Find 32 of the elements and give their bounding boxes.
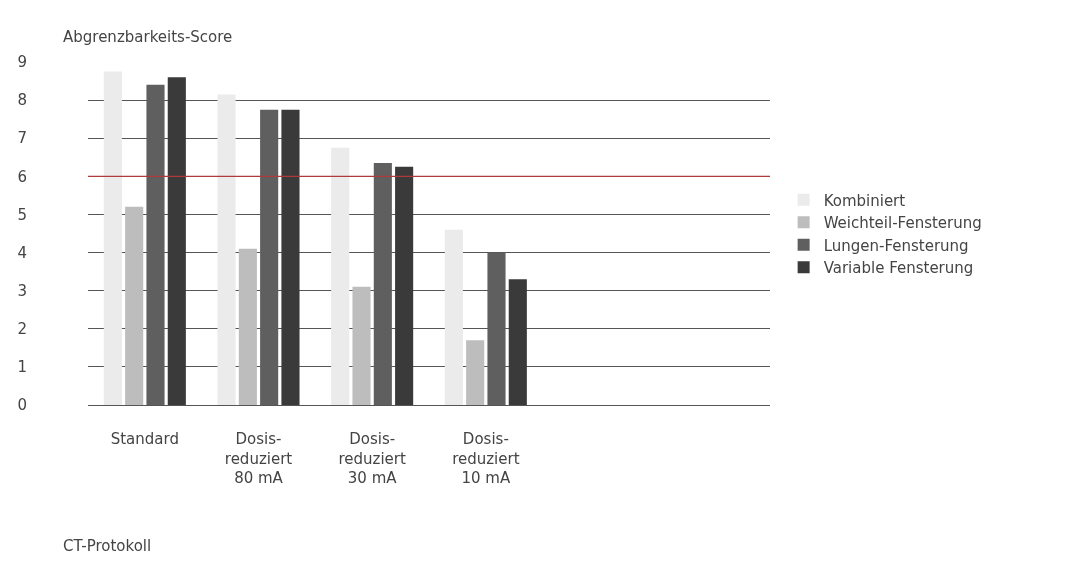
y-tick-label: 2 — [17, 320, 27, 339]
legend-label: Weichteil-Fensterung — [823, 214, 982, 233]
y-tick-label: 4 — [17, 243, 27, 262]
y-tick-label: 0 — [17, 396, 27, 415]
bar — [331, 147, 350, 405]
y-tick-label: 5 — [17, 205, 27, 224]
bar — [508, 279, 527, 405]
bar — [125, 206, 144, 405]
bar — [444, 229, 463, 405]
x-tick-label: Dosis- reduziert 80 mA — [224, 430, 293, 487]
bar — [167, 77, 186, 405]
y-tick-label: 9 — [17, 53, 27, 72]
bar — [466, 340, 485, 405]
legend-label: Variable Fensterung — [823, 259, 974, 278]
legend-label: Lungen-Fensterung — [823, 236, 969, 255]
x-axis-title: CT-Protokoll — [63, 537, 152, 555]
bar — [281, 109, 300, 405]
x-tick-label: Dosis- reduziert 10 mA — [452, 430, 520, 487]
legend-label: Kombiniert — [823, 191, 906, 210]
y-tick-label: 6 — [17, 167, 27, 186]
bar — [217, 94, 236, 405]
y-axis-title: Abgrenzbarkeits-Score — [63, 28, 233, 46]
y-tick-label: 8 — [17, 91, 27, 110]
bar — [352, 286, 371, 405]
x-tick-label: Dosis- reduziert 30 mA — [338, 430, 406, 487]
x-tick-label: Standard — [110, 430, 179, 448]
bar — [103, 71, 122, 405]
y-tick-label: 1 — [17, 358, 27, 377]
bar — [395, 166, 414, 405]
y-tick-label: 7 — [17, 129, 27, 148]
bar — [238, 248, 257, 405]
y-tick-label: 3 — [17, 281, 27, 300]
